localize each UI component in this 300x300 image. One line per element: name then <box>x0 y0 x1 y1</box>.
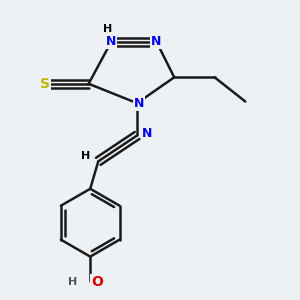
Text: N: N <box>106 35 116 48</box>
Text: S: S <box>40 77 50 91</box>
Text: N: N <box>142 127 152 140</box>
Text: H: H <box>81 152 90 161</box>
Text: H: H <box>68 278 77 287</box>
Text: H: H <box>103 24 112 34</box>
Text: O: O <box>91 275 103 290</box>
Text: N: N <box>151 35 162 48</box>
Text: N: N <box>134 97 144 110</box>
